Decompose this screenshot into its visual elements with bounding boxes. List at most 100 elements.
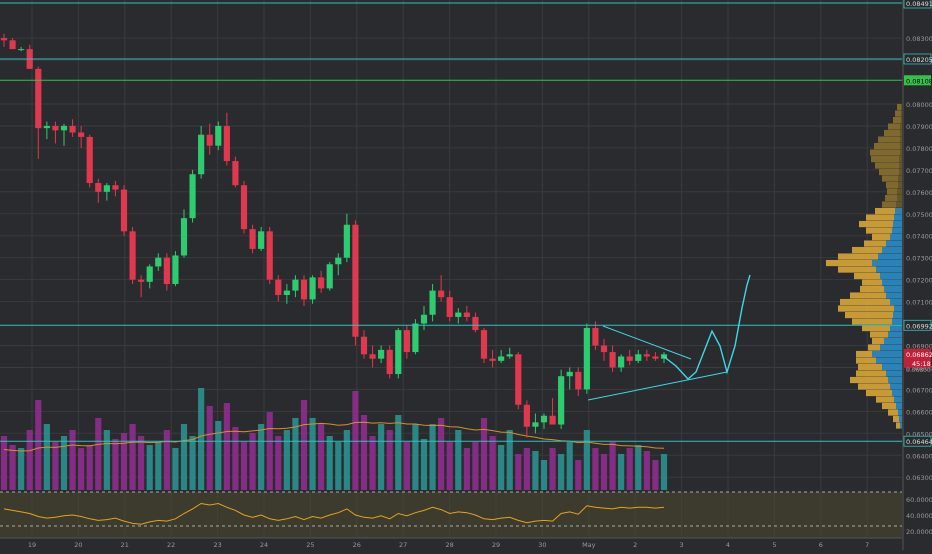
- volume-bar: [592, 448, 599, 490]
- level-price-tag[interactable]: [904, 75, 931, 86]
- candle-body: [95, 183, 102, 192]
- candle-body: [86, 136, 93, 184]
- date-tick-label: 26: [353, 541, 361, 549]
- current-price-tag[interactable]: [904, 348, 931, 368]
- volume-profile-down-bar: [838, 305, 894, 312]
- level-price-tag[interactable]: [903, 319, 932, 331]
- volume-bar: [283, 430, 290, 490]
- volume-profile-down-bar: [866, 227, 892, 234]
- candle-body: [138, 279, 145, 282]
- volume-profile-down-bar: [879, 168, 899, 176]
- volume-profile-down-bar: [858, 363, 882, 371]
- volume-bar: [318, 424, 325, 490]
- candle-body: [403, 330, 410, 353]
- candlestick-series: [0, 33, 668, 438]
- volume-bars: [0, 388, 668, 490]
- volume-profile-up-bar: [892, 318, 902, 325]
- volume-bar: [498, 445, 505, 490]
- date-axis[interactable]: 19 20 21 22 23 24 25 26 27 28 29 30 May 2 3 4 5 6 7: [0, 537, 902, 550]
- volume-bar: [395, 415, 402, 490]
- volume-profile-up-bar: [886, 240, 902, 247]
- volume-profile-up-bar: [876, 357, 902, 364]
- candle-body: [506, 354, 513, 357]
- candle-body: [60, 125, 68, 131]
- date-tick-label: 28: [445, 541, 453, 549]
- price-tick-label: 0.07700: [906, 167, 932, 175]
- volume-profile-up-bar: [895, 207, 902, 215]
- volume-bar: [378, 424, 385, 490]
- candle-body: [549, 415, 556, 425]
- candle-body: [163, 257, 170, 285]
- candle-body: [420, 314, 428, 324]
- drawing-tools[interactable]: [587, 274, 751, 401]
- volume-profile-down-bar: [885, 194, 897, 202]
- date-tick-label: 22: [167, 541, 175, 549]
- candle-body: [129, 231, 136, 280]
- price-tick-label: 0.06800: [906, 367, 931, 374]
- volume-bar: [600, 454, 608, 490]
- candle-body: [489, 358, 496, 361]
- volume-profile-up-bar: [890, 233, 902, 241]
- triangle-upper-trendline[interactable]: [602, 325, 692, 360]
- candle-body: [618, 356, 625, 368]
- volume-profile-up-bar: [894, 214, 902, 221]
- candle-body: [395, 330, 402, 375]
- rsi-tick-label: 60.0000: [906, 496, 932, 504]
- horizontal-levels[interactable]: [0, 2, 902, 442]
- candle-body: [103, 185, 110, 192]
- volume-profile-down-bar: [840, 298, 890, 306]
- candle-body: [446, 297, 453, 317]
- volume-bar: [258, 424, 265, 490]
- date-tick-label: 23: [213, 541, 221, 549]
- candle-body: [9, 40, 16, 50]
- price-tick-label: 0.06600: [906, 408, 932, 416]
- volume-bar: [626, 448, 633, 490]
- volume-bar: [326, 436, 333, 490]
- rsi-pane: [0, 491, 902, 538]
- price-tick-label: 0.06700: [906, 386, 932, 394]
- candle-body: [609, 352, 616, 368]
- volume-profile-up-bar: [901, 103, 902, 111]
- volume-bar: [249, 433, 256, 490]
- rsi-tick-label: 20.0000: [906, 528, 932, 536]
- projected-path-drawing[interactable]: [662, 274, 751, 380]
- volume-profile-down-bar: [850, 292, 886, 299]
- date-tick-label: 3: [680, 541, 684, 549]
- candle-body: [283, 290, 290, 295]
- candle-body: [223, 125, 230, 162]
- volume-bar: [403, 442, 410, 490]
- volume-profile-up-bar: [880, 272, 902, 280]
- price-axis[interactable]: 0.083000.082000.080000.079000.078000.077…: [902, 0, 932, 550]
- volume-profile: [826, 103, 902, 429]
- volume-profile-up-bar: [882, 363, 902, 371]
- volume-bar: [455, 430, 462, 490]
- date-tick-label: 30: [538, 541, 546, 549]
- level-price-tag[interactable]: [903, 53, 932, 65]
- volume-bar: [446, 442, 453, 490]
- volume-profile-down-bar: [850, 376, 888, 384]
- candle-body: [258, 231, 265, 249]
- volume-profile-up-bar: [900, 123, 902, 130]
- volume-bar: [463, 448, 470, 490]
- volume-bar: [189, 436, 196, 490]
- volume-bar: [43, 424, 50, 490]
- candle-body: [600, 345, 608, 353]
- candle-body: [352, 224, 359, 337]
- volume-profile-up-bar: [900, 129, 902, 137]
- volume-bar: [386, 430, 393, 490]
- level-price-tag[interactable]: [903, 0, 932, 9]
- triangle-lower-trendline[interactable]: [587, 371, 728, 401]
- candle-body: [146, 266, 153, 282]
- volume-bar: [155, 442, 162, 490]
- volume-bar: [652, 460, 659, 490]
- level-price-tag[interactable]: [903, 435, 932, 447]
- price-tick-label: 0.07100: [906, 299, 932, 307]
- volume-bar: [300, 400, 308, 490]
- candle-body: [412, 323, 419, 353]
- volume-profile-up-bar: [872, 259, 902, 267]
- date-tick-label: 4: [726, 541, 730, 549]
- date-tick-label: 5: [772, 541, 776, 549]
- level-price-label: 0.06992: [906, 322, 932, 330]
